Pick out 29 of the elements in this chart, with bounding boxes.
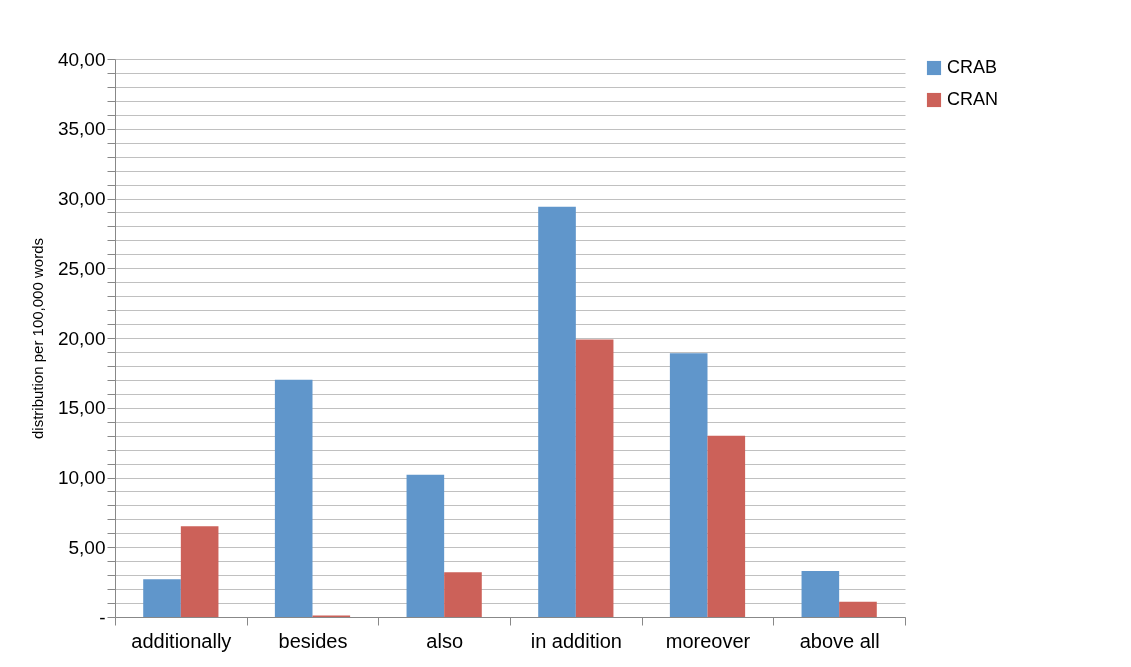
x-tick-label: additionally xyxy=(131,629,232,652)
x-tick-label: in addition xyxy=(530,629,622,652)
bar xyxy=(839,601,877,617)
legend-label: CRAN xyxy=(947,89,999,109)
bar xyxy=(575,339,614,617)
y-tick-label: 10,00 xyxy=(57,467,106,488)
bar xyxy=(669,353,708,617)
legend-label: CRAB xyxy=(947,57,998,77)
y-tick-label: 25,00 xyxy=(57,257,106,279)
x-tick-label: moreover xyxy=(665,629,751,652)
y-tick-label: 35,00 xyxy=(57,118,106,140)
x-tick-label: above all xyxy=(799,629,880,652)
x-tick-label: besides xyxy=(278,629,348,652)
bar xyxy=(180,526,219,617)
y-axis-title: distribution per 100,000 words xyxy=(28,238,46,439)
bar xyxy=(538,206,576,617)
y-tick-label: 5,00 xyxy=(68,536,106,558)
bar xyxy=(143,579,181,617)
y-tick-label: 30,00 xyxy=(57,188,106,209)
bar xyxy=(801,570,840,617)
y-tick-label: - xyxy=(99,606,106,628)
bar xyxy=(274,379,313,617)
bar xyxy=(707,435,746,617)
bar xyxy=(444,572,482,617)
y-tick-label: 20,00 xyxy=(57,327,106,349)
x-tick-label: also xyxy=(426,629,464,652)
y-tick-label: 40,00 xyxy=(57,48,106,70)
y-tick-label: 15,00 xyxy=(57,397,106,419)
bar xyxy=(406,474,445,617)
